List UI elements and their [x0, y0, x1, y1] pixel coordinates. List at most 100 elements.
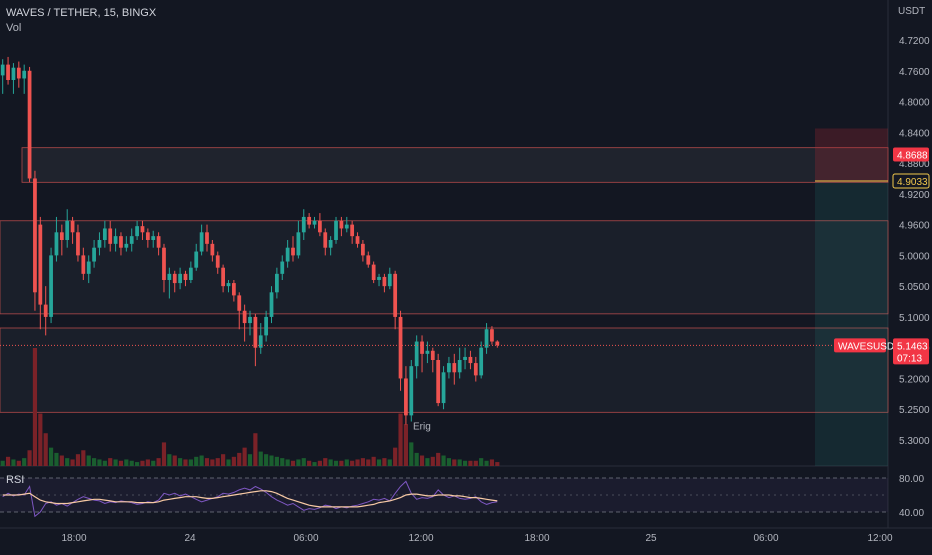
level-price-badge	[892, 173, 930, 189]
volume-bar	[339, 460, 344, 466]
candle-body	[76, 232, 80, 256]
volume-bar	[307, 460, 312, 466]
candle-body	[43, 304, 48, 317]
volume-bar	[462, 460, 468, 466]
rsi-indicator-label[interactable]: RSI	[6, 474, 25, 486]
candle-body	[113, 236, 118, 244]
volume-bar	[360, 458, 365, 466]
volume-bar	[22, 458, 27, 466]
price-axis: USDT 4.7200 4.7600 4.8000 4.8400 4.8800 4.9200…	[898, 6, 930, 447]
candle-body	[215, 255, 220, 268]
volume-bar	[199, 455, 204, 466]
volume-bar	[441, 455, 446, 466]
time-axis-label: 18:00	[61, 533, 86, 544]
time-axis-label: 06:00	[753, 533, 778, 544]
candle-body	[323, 232, 328, 248]
symbol-title[interactable]: WAVES / TETHER, 15, BINGX	[6, 7, 157, 19]
projection-box-loss	[815, 128, 888, 183]
volume-bar	[436, 452, 441, 466]
volume-bar	[204, 458, 210, 466]
candle-body	[318, 220, 322, 233]
price-axis-label: 4.8400	[899, 128, 930, 139]
candle-body	[301, 216, 306, 233]
candle-body	[188, 267, 193, 280]
volume-bar	[65, 458, 70, 466]
chart-annotation: Erig	[413, 422, 431, 433]
price-axis-label: 4.9200	[899, 190, 930, 201]
volume-bars	[0, 348, 500, 466]
candle-body	[0, 64, 5, 76]
projection-box-profit	[815, 182, 888, 467]
volume-bar	[161, 442, 167, 466]
volume-bar	[102, 460, 107, 466]
candle-body	[183, 273, 188, 280]
candle-body	[38, 224, 43, 305]
rsi-line	[2, 480, 498, 518]
candle-body	[129, 236, 134, 244]
candle-body	[16, 67, 21, 79]
candle-body	[178, 273, 182, 284]
candle-body	[258, 335, 263, 348]
candle-body	[226, 283, 231, 287]
rsi-axis-label: 40.00	[899, 508, 924, 519]
candle-body	[291, 247, 295, 256]
candle-body	[312, 220, 317, 225]
candle-body	[11, 67, 16, 80]
price-axis-label: 5.0500	[899, 282, 930, 293]
candle-body	[441, 372, 446, 404]
candle-body	[409, 366, 414, 416]
candle-body	[33, 178, 37, 293]
candle-body	[97, 240, 102, 248]
volume-bar	[350, 460, 355, 466]
volume-bar	[285, 459, 290, 466]
candle-body	[237, 295, 242, 311]
price-axis-label: 5.2000	[899, 374, 930, 385]
time-axis-label: 18:00	[524, 533, 549, 544]
volume-bar	[188, 459, 193, 466]
volume-bar	[376, 459, 382, 466]
price-axis-label: 5.2500	[899, 405, 930, 416]
rsi-ma-line	[2, 490, 498, 508]
volume-bar	[344, 459, 349, 466]
time-axis-label: 25	[645, 533, 657, 544]
candle-body	[59, 232, 64, 240]
candle-body	[377, 276, 381, 280]
candle-body	[135, 226, 139, 237]
alert-price-text: 4.8688	[897, 150, 928, 161]
candle-body	[452, 363, 457, 373]
volume-bar	[312, 462, 317, 466]
zone-box	[21, 147, 889, 183]
bar-countdown-text: 07:13	[897, 353, 922, 364]
candle-body	[140, 226, 145, 233]
volume-bar	[156, 458, 161, 466]
volume-bar	[247, 454, 253, 466]
volume-bar	[237, 452, 242, 466]
candle-body	[447, 363, 451, 373]
symbol-badge	[834, 338, 886, 353]
candle-body	[253, 316, 258, 348]
price-axis-label: 4.7600	[899, 67, 930, 78]
symbol-badge-text: WAVESUSDT	[838, 341, 900, 352]
candle-body	[70, 220, 75, 233]
price-axis-label: 4.8800	[899, 159, 930, 170]
volume-bar	[290, 460, 296, 466]
volume-bar	[457, 459, 462, 466]
volume-bar	[118, 460, 124, 466]
candle-body	[167, 273, 172, 280]
candle-body	[248, 316, 252, 324]
candle-body	[484, 329, 489, 348]
candle-body	[86, 261, 91, 274]
price-axis-label: 4.9600	[899, 221, 930, 232]
volume-indicator-label[interactable]: Vol	[6, 22, 22, 34]
volume-bar	[54, 452, 59, 466]
volume-bar	[393, 447, 398, 466]
volume-bar	[468, 460, 473, 466]
volume-bar	[215, 458, 220, 466]
volume-bar	[398, 413, 403, 466]
volume-bar	[323, 458, 328, 466]
candle-body	[264, 316, 269, 336]
